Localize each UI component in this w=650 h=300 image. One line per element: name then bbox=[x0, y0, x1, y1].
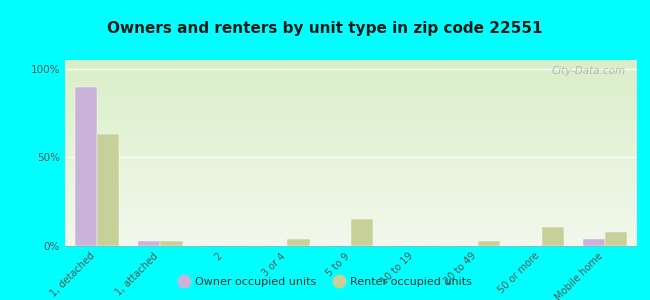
Text: Owners and renters by unit type in zip code 22551: Owners and renters by unit type in zip c… bbox=[107, 21, 543, 36]
Bar bbox=[583, 239, 605, 246]
Bar bbox=[605, 232, 627, 246]
Bar bbox=[75, 87, 97, 246]
Bar bbox=[478, 241, 500, 246]
Bar bbox=[287, 239, 309, 246]
Bar bbox=[351, 219, 373, 246]
Bar bbox=[138, 241, 161, 246]
Bar bbox=[97, 134, 119, 246]
Bar bbox=[541, 226, 564, 246]
Bar bbox=[161, 241, 183, 246]
Legend: Owner occupied units, Renter occupied units: Owner occupied units, Renter occupied un… bbox=[174, 272, 476, 291]
Text: City-Data.com: City-Data.com bbox=[551, 66, 625, 76]
